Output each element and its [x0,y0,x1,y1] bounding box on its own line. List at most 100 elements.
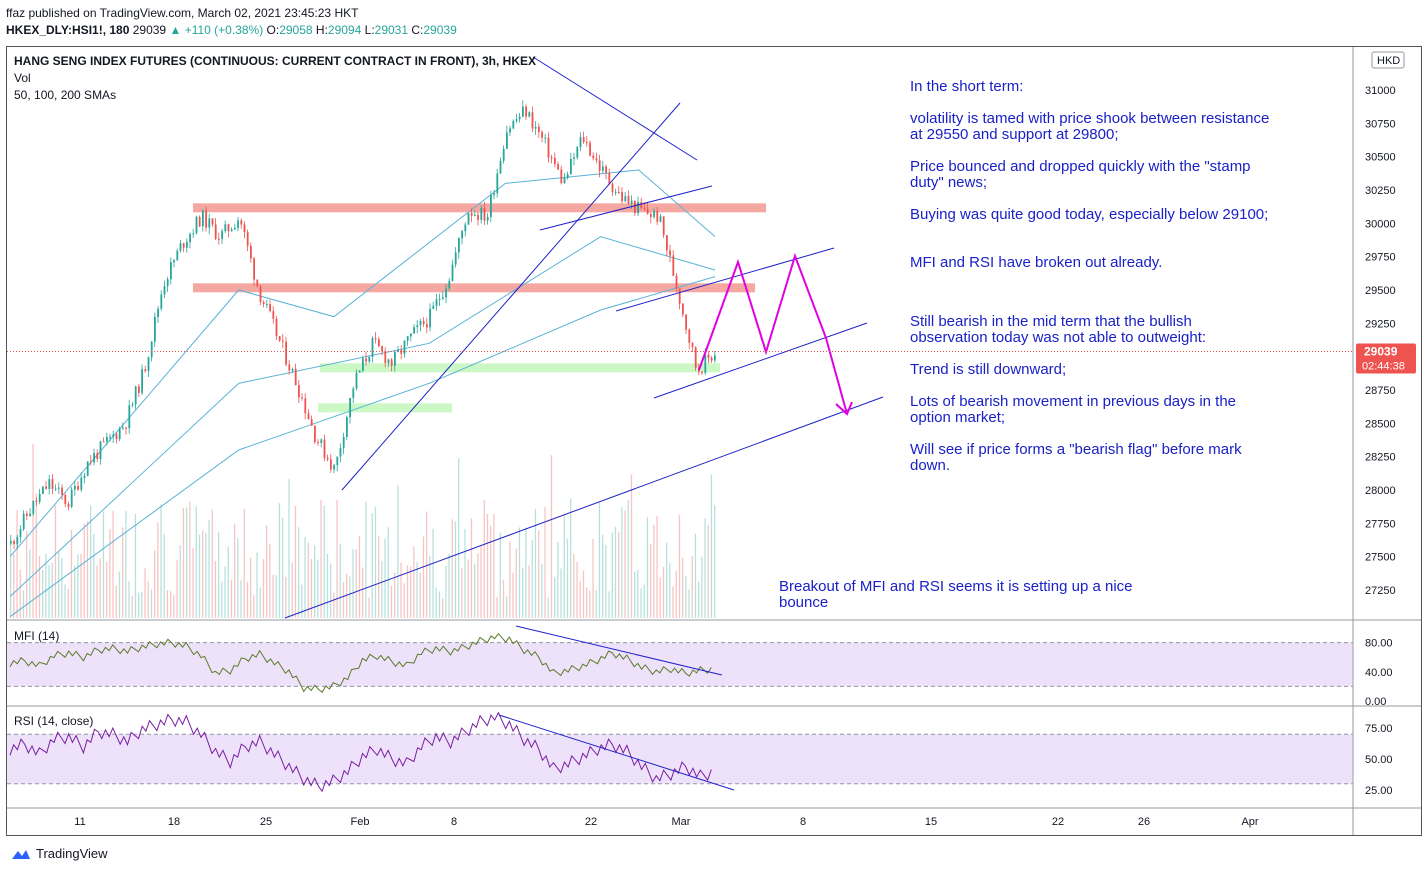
volume-bar [528,565,530,618]
candle-body [464,224,467,232]
volume-bar [397,485,399,618]
volume-bar [240,580,242,618]
volume-bar [352,548,354,618]
currency-label[interactable]: HKD [1377,55,1400,67]
sma-legend: 50, 100, 200 SMAs [14,88,117,102]
volume-bar [29,549,31,618]
candle-body [550,157,553,159]
volume-bar [166,590,169,618]
price-tick: 28750 [1365,385,1396,397]
uptrend-line [341,102,681,491]
candle-body [653,211,655,217]
note-option: Lots of bearish movement in previous day… [910,393,1241,426]
time-tick: 18 [168,816,180,828]
volume-bar [323,505,325,618]
chart-frame[interactable] [6,46,1422,836]
candle-body [346,417,348,437]
volume-bar [205,532,207,618]
price-tick: 30250 [1365,185,1396,197]
candle-body [163,286,166,295]
candle-body [128,405,131,429]
volume-bar [16,510,18,618]
candle-body [122,427,124,429]
candle-body [272,311,275,319]
tradingview-logo-icon [12,849,30,859]
volume-bar [608,591,610,618]
rsi-trend-line [498,714,735,791]
volume-bar [278,503,281,618]
volume-bar [208,519,210,618]
candle-body [307,413,310,420]
volume-bar [493,513,495,618]
volume-bar [579,581,581,618]
candle-body [29,513,31,517]
candle-body [685,314,687,330]
volume-bar [656,516,658,618]
volume-bar [448,553,450,618]
volume-bar [99,558,101,618]
candle-body [522,106,524,117]
footer[interactable]: TradingView [10,846,108,861]
volume-bar [643,584,645,618]
candle-body [86,461,89,476]
volume-bar [467,559,469,618]
volume-bar [416,562,418,618]
candle-body [461,231,463,239]
volume-bar [83,523,85,618]
price-tick: 28000 [1365,485,1396,497]
volume-bar [80,554,82,618]
volume-bar [589,590,591,618]
volume-bar [74,565,76,618]
candle-body [566,174,569,179]
volume-bar [250,557,252,618]
rsi-tick: 50.00 [1365,754,1393,766]
candle-body [384,351,387,364]
candle-body [134,386,137,405]
volume-bar [93,533,95,618]
volume-bar [317,559,319,618]
candle-body [618,191,620,193]
volume-bar [506,596,508,618]
candle-body [170,262,172,280]
volume-bar [218,532,220,618]
candle-body [349,397,351,418]
candle-body [598,160,601,171]
ohlc-open: 29058 [279,23,313,37]
candle-body [304,398,307,414]
candle-body [45,486,47,489]
candle-body [61,487,63,495]
volume-bar [486,513,489,618]
volume-bar [256,552,258,618]
volume-bar [464,528,466,618]
volume-bar [246,581,249,618]
volume-bar [282,517,284,618]
volume-bar [374,506,377,618]
candle-body [339,447,342,457]
volume-bar [499,532,501,618]
candle-body [330,459,332,470]
candle-body [192,233,195,235]
volume-bar [259,587,261,618]
volume-bar [195,506,197,618]
volume-bar [634,571,636,618]
volume-bar [58,550,60,618]
volume-bar [522,567,524,618]
flag-top-line [615,247,835,312]
volume-bar [394,572,396,618]
note-short-term: In the short term: [910,78,1024,95]
candle-body [365,358,367,362]
candle-body [608,172,611,184]
volume-bar [515,548,517,618]
candle-body [176,250,179,261]
volume-bar [598,502,601,618]
candle-body [211,218,214,225]
volume-bar [614,526,617,618]
mfi-trend-line [515,625,723,676]
candle-body [560,169,563,184]
volume-bar [333,592,335,618]
candle-body [454,252,457,265]
price-tick: 29500 [1365,285,1396,297]
candle-body [493,193,495,195]
countdown-tag: 02:44:38 [1362,360,1405,372]
